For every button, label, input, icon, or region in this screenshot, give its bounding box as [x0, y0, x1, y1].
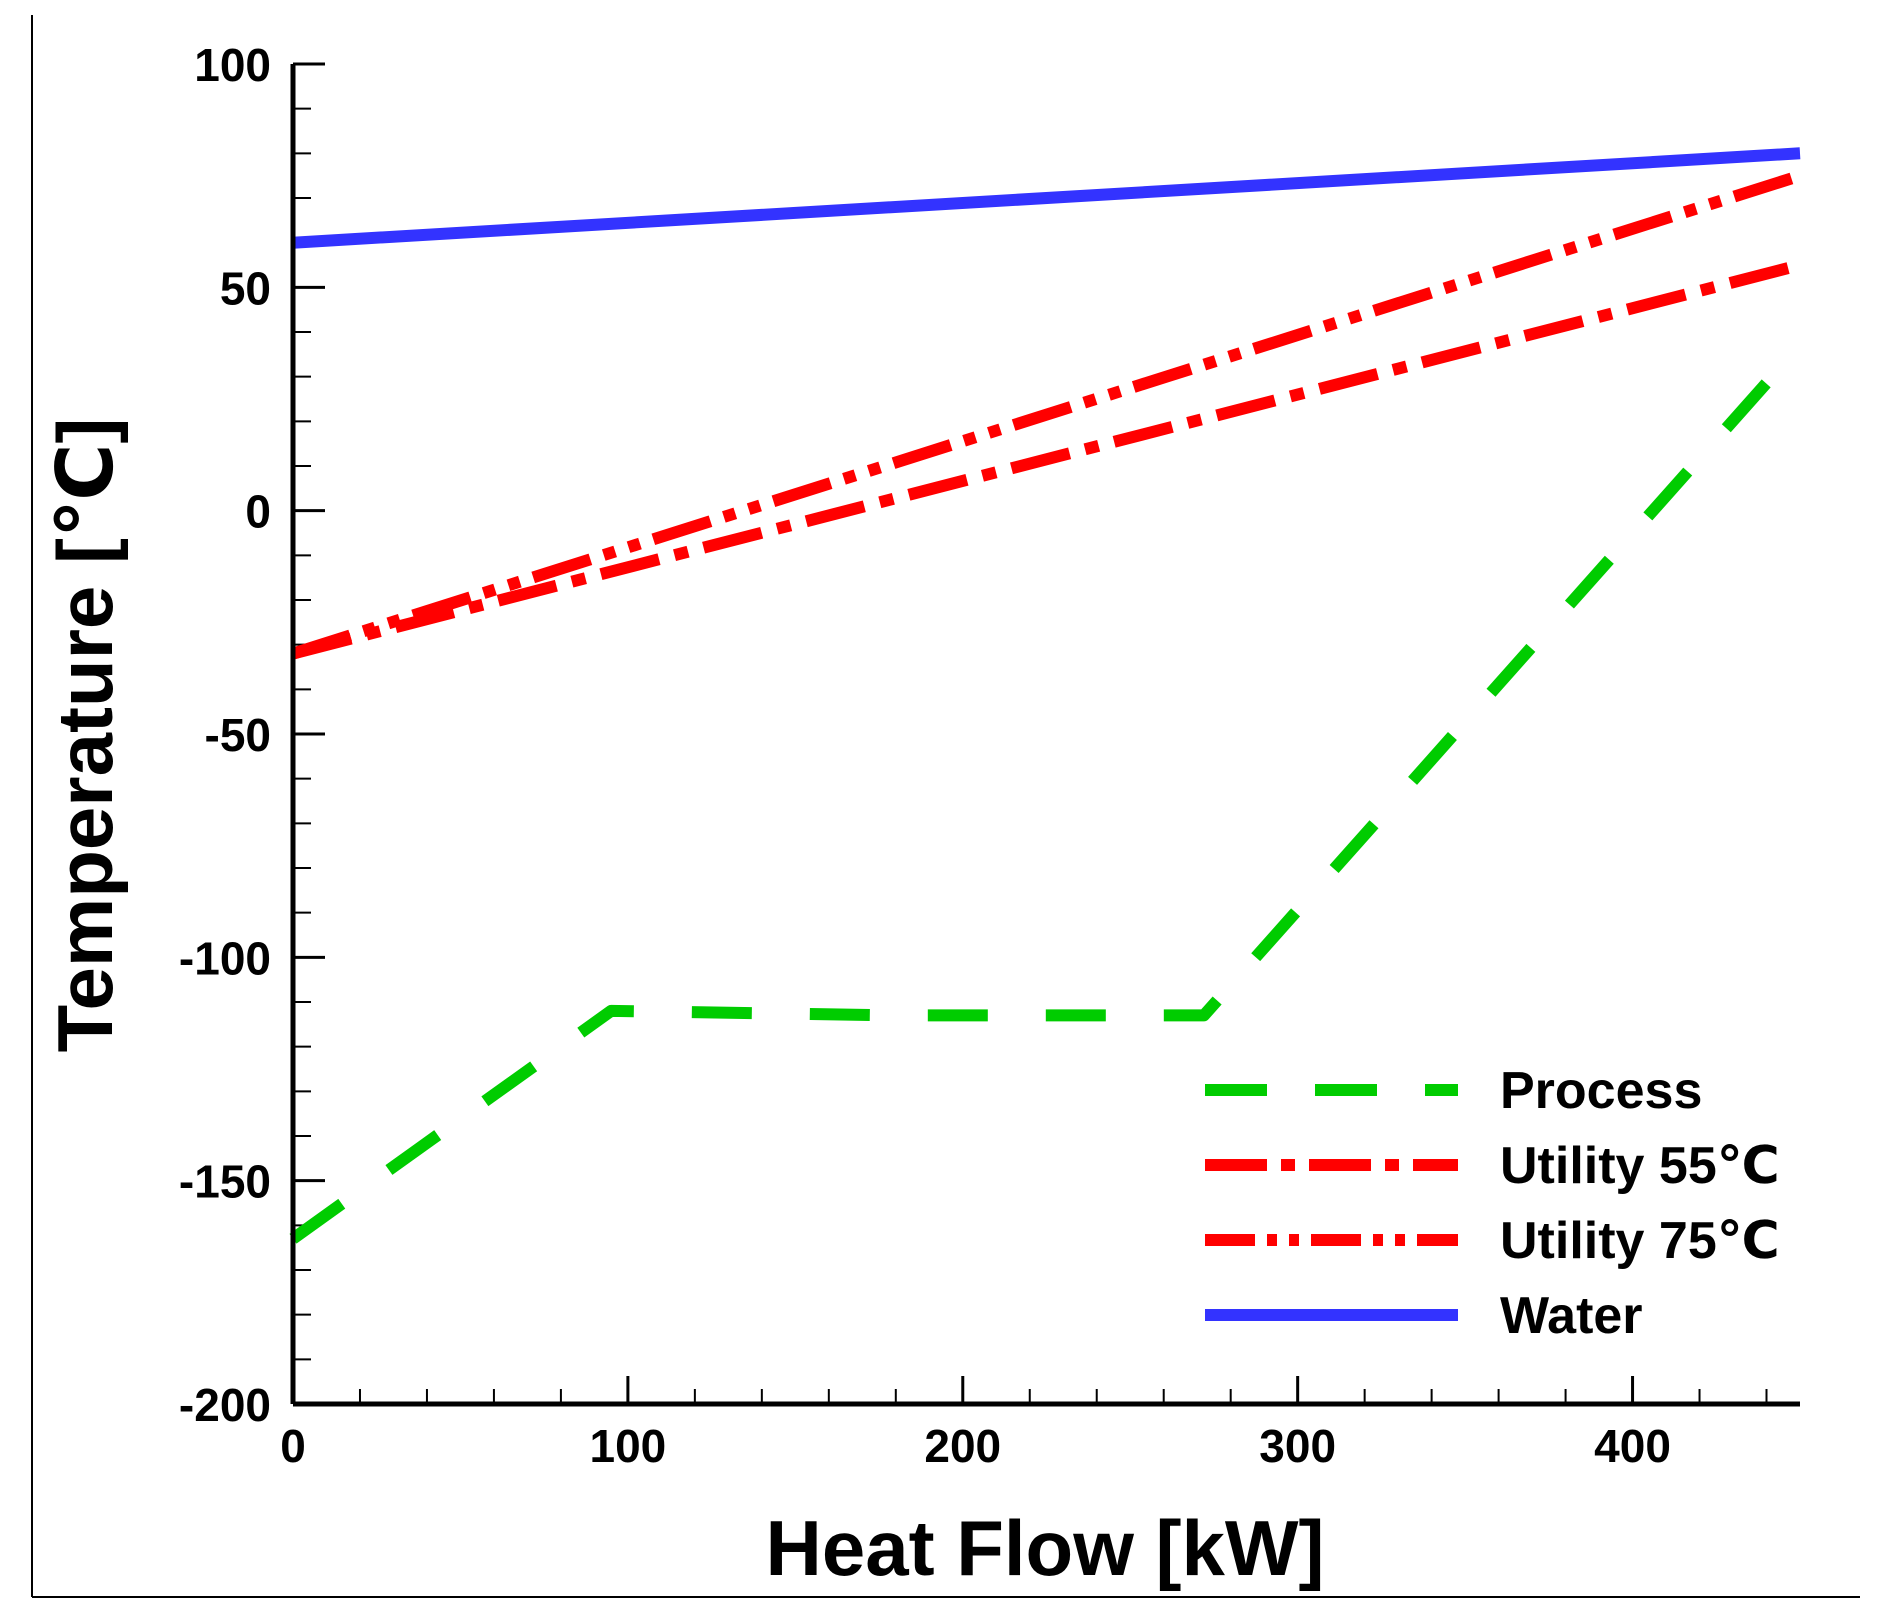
series-line-utility-55	[291, 259, 1802, 660]
y-tick-label: -100	[179, 932, 271, 984]
labels-layer: 0 100 200 300 400 -200 -150 -100 -50 0 50 100	[179, 39, 1671, 1472]
y-tick-label: 0	[245, 486, 271, 538]
y-tick-label: -50	[205, 709, 271, 761]
legend-label: Water	[1500, 1287, 1643, 1345]
x-tick-label: 100	[590, 1420, 667, 1472]
y-tick-label: -200	[179, 1379, 271, 1431]
series-layer	[289, 147, 1805, 1244]
series-line-process	[289, 341, 1805, 1244]
legend-label: Process	[1500, 1062, 1702, 1120]
y-tick-label: -150	[179, 1156, 271, 1208]
x-tick-label: 0	[280, 1420, 306, 1472]
x-tick-label: 200	[924, 1420, 1001, 1472]
legend-label: Utility 75℃	[1500, 1212, 1780, 1270]
y-tick-label: 100	[194, 39, 271, 91]
series-line-utility-75	[291, 169, 1802, 660]
y-axis-title: Temperature [℃]	[41, 418, 129, 1053]
series-line-water	[292, 147, 1801, 249]
x-axis-title: Heat Flow [kW]	[766, 1504, 1325, 1592]
legend-label: Utility 55℃	[1500, 1137, 1780, 1195]
x-tick-label: 400	[1594, 1420, 1671, 1472]
ticks-layer	[291, 62, 1768, 1406]
legend: Process Utility 55℃ Utility 75℃ Water	[1205, 1062, 1780, 1345]
x-tick-label: 300	[1259, 1420, 1336, 1472]
y-tick-label: 50	[220, 262, 271, 314]
